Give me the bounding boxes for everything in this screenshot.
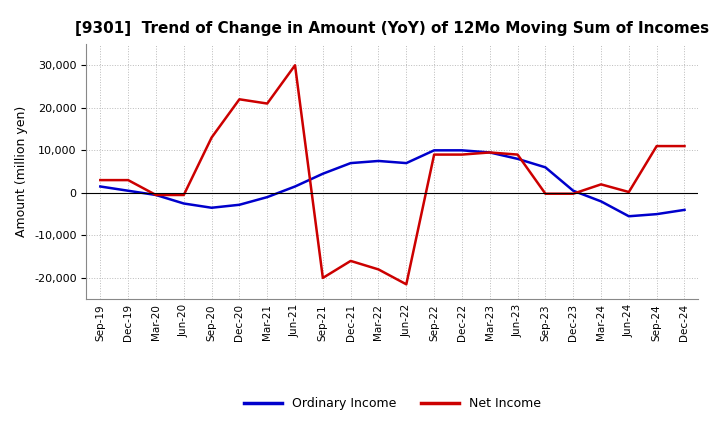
- Net Income: [318, 275, 327, 281]
- Net Income: [291, 62, 300, 68]
- Ordinary Income: [597, 199, 606, 204]
- Net Income: [152, 192, 161, 198]
- Ordinary Income: [652, 212, 661, 217]
- Ordinary Income: [346, 161, 355, 166]
- Ordinary Income: [541, 165, 550, 170]
- Ordinary Income: [291, 184, 300, 189]
- Y-axis label: Amount (million yen): Amount (million yen): [16, 106, 29, 237]
- Net Income: [680, 143, 689, 149]
- Ordinary Income: [152, 192, 161, 198]
- Ordinary Income: [458, 148, 467, 153]
- Ordinary Income: [485, 150, 494, 155]
- Ordinary Income: [374, 158, 383, 164]
- Ordinary Income: [318, 171, 327, 176]
- Ordinary Income: [179, 201, 188, 206]
- Ordinary Income: [430, 148, 438, 153]
- Line: Net Income: Net Income: [100, 65, 685, 284]
- Ordinary Income: [624, 214, 633, 219]
- Net Income: [597, 182, 606, 187]
- Net Income: [569, 191, 577, 196]
- Ordinary Income: [402, 161, 410, 166]
- Net Income: [207, 135, 216, 140]
- Ordinary Income: [263, 194, 271, 200]
- Net Income: [513, 152, 522, 157]
- Net Income: [624, 189, 633, 194]
- Ordinary Income: [207, 205, 216, 210]
- Title: [9301]  Trend of Change in Amount (YoY) of 12Mo Moving Sum of Incomes: [9301] Trend of Change in Amount (YoY) o…: [76, 21, 709, 36]
- Ordinary Income: [569, 188, 577, 194]
- Net Income: [430, 152, 438, 157]
- Net Income: [235, 97, 243, 102]
- Net Income: [485, 150, 494, 155]
- Net Income: [263, 101, 271, 106]
- Ordinary Income: [513, 156, 522, 161]
- Net Income: [541, 191, 550, 196]
- Ordinary Income: [235, 202, 243, 207]
- Net Income: [96, 177, 104, 183]
- Net Income: [124, 177, 132, 183]
- Net Income: [652, 143, 661, 149]
- Net Income: [458, 152, 467, 157]
- Net Income: [374, 267, 383, 272]
- Line: Ordinary Income: Ordinary Income: [100, 150, 685, 216]
- Net Income: [402, 282, 410, 287]
- Net Income: [346, 258, 355, 264]
- Ordinary Income: [680, 207, 689, 213]
- Legend: Ordinary Income, Net Income: Ordinary Income, Net Income: [239, 392, 546, 415]
- Ordinary Income: [124, 188, 132, 194]
- Net Income: [179, 192, 188, 198]
- Ordinary Income: [96, 184, 104, 189]
